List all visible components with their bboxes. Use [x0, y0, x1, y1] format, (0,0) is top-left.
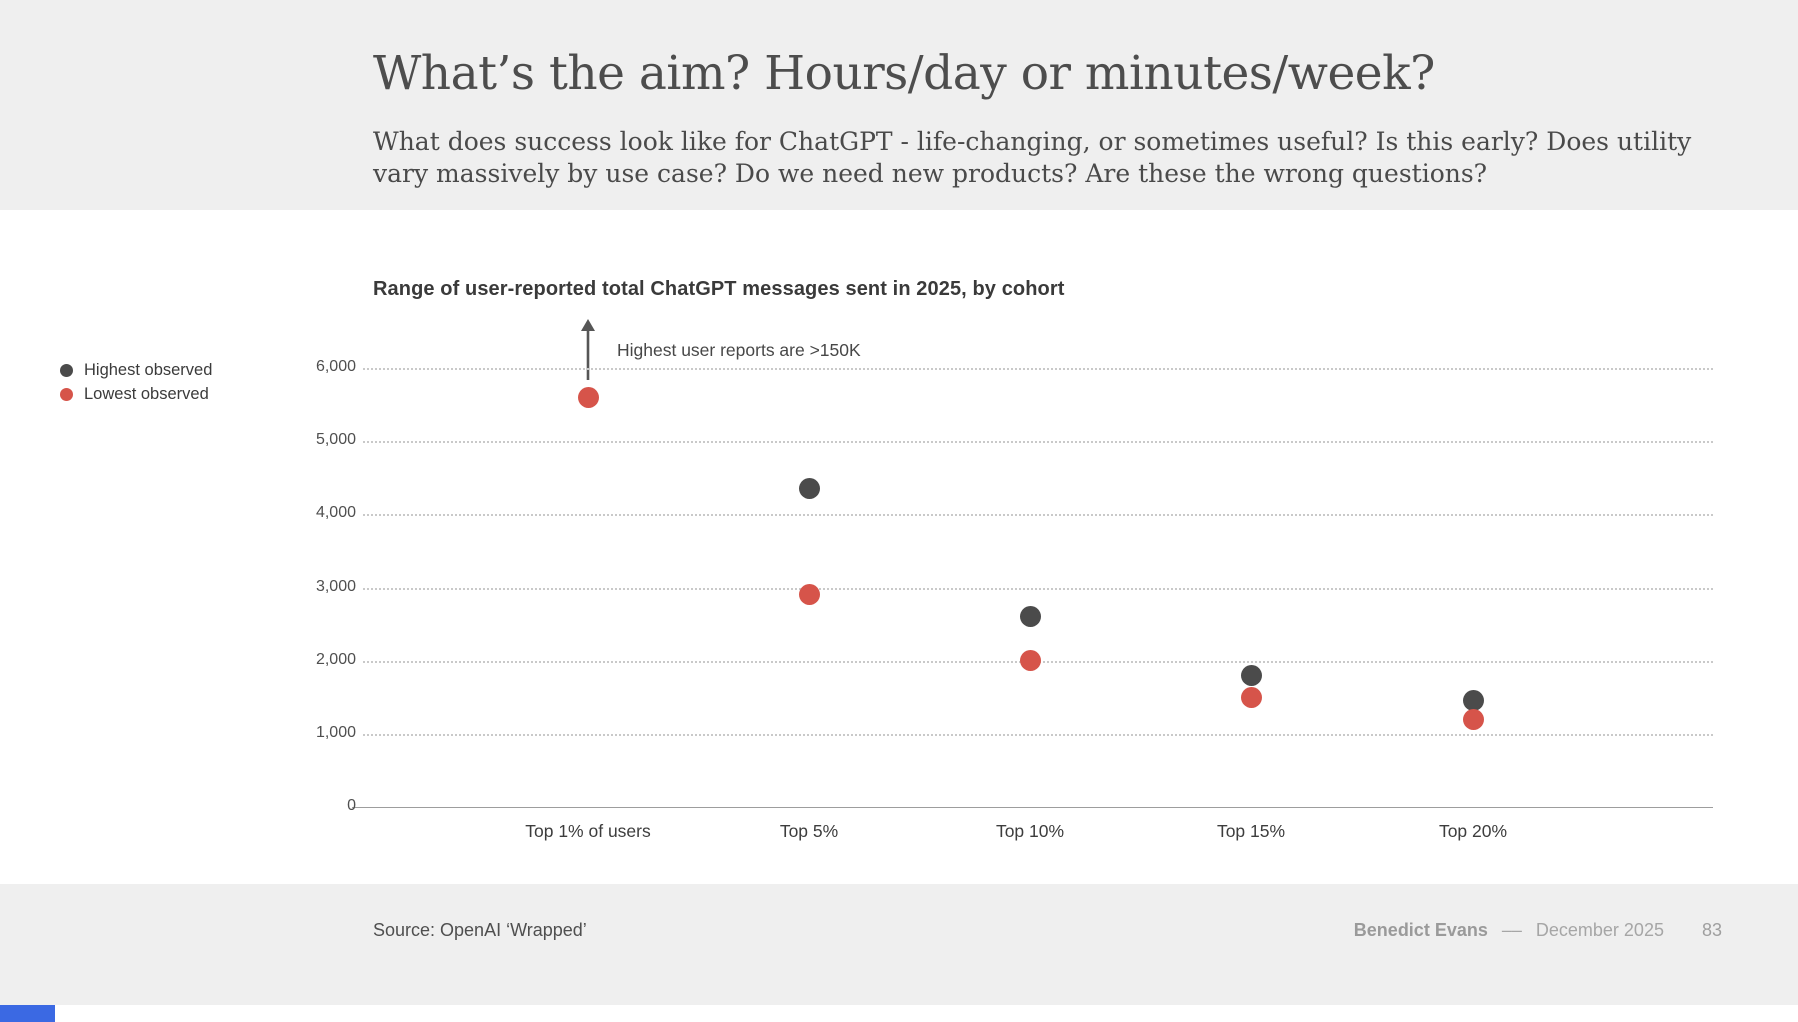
- data-point: [1019, 650, 1041, 672]
- slide-subtitle: What does success look like for ChatGPT …: [373, 127, 1692, 188]
- x-tick-label: Top 10%: [995, 821, 1065, 841]
- legend-label: Lowest observed: [84, 384, 209, 403]
- page-number: 83: [1701, 920, 1722, 940]
- progress-bar: [0, 1005, 55, 1022]
- legend-item: Lowest observed: [60, 382, 212, 406]
- gridline: [363, 587, 1713, 590]
- slide-title: What’s the aim? Hours/day or minutes/wee…: [373, 46, 1435, 101]
- legend-dot-icon: [60, 387, 73, 401]
- y-tick-label: 4,000: [315, 504, 356, 522]
- x-tick-label: Top 5%: [779, 821, 839, 841]
- y-tick-label: 0: [347, 797, 356, 814]
- gridline: [363, 441, 1713, 444]
- y-tick-label: 2,000: [315, 650, 356, 668]
- y-tick-label: 1,000: [315, 723, 356, 741]
- chart-legend: Highest observed Lowest observed: [60, 358, 212, 406]
- legend-label: Highest observed: [84, 360, 213, 379]
- data-point: [798, 584, 820, 606]
- data-point: [577, 386, 599, 408]
- legend-item: Highest observed: [60, 358, 212, 382]
- x-tick-label: Top 20%: [1438, 821, 1508, 841]
- footer-band: [0, 884, 1798, 1005]
- annotation-label: Highest user reports are >150K: [617, 340, 861, 360]
- legend-dot-icon: [60, 363, 73, 377]
- author-name: Benedict Evans: [1353, 920, 1488, 940]
- footer-credit: Benedict Evans –– December 2025 83: [1354, 920, 1722, 941]
- gridline: [363, 368, 1713, 370]
- source-note: Source: OpenAI ‘Wrapped’: [373, 920, 587, 940]
- data-point: [798, 478, 820, 500]
- y-tick-label: 5,000: [315, 431, 356, 449]
- x-axis-line: [352, 807, 1713, 808]
- data-point: [1462, 690, 1484, 712]
- chart-title: Range of user-reported total ChatGPT mes…: [373, 278, 1065, 300]
- y-tick-label: 3,000: [315, 577, 356, 595]
- gridline: [363, 733, 1713, 736]
- data-point: [1462, 708, 1484, 730]
- gridline: [363, 514, 1713, 517]
- x-tick-label: Top 15%: [1216, 821, 1286, 841]
- data-point: [1019, 606, 1041, 628]
- data-point: [1240, 664, 1262, 686]
- credit-separator: ––: [1501, 920, 1522, 940]
- y-tick-label: 6,000: [315, 358, 356, 375]
- x-tick-label: Top 1% of users: [525, 821, 651, 841]
- slide-date: December 2025: [1535, 920, 1664, 940]
- up-arrow-icon: [581, 319, 595, 380]
- header-band: [0, 0, 1798, 210]
- data-point: [1240, 686, 1262, 708]
